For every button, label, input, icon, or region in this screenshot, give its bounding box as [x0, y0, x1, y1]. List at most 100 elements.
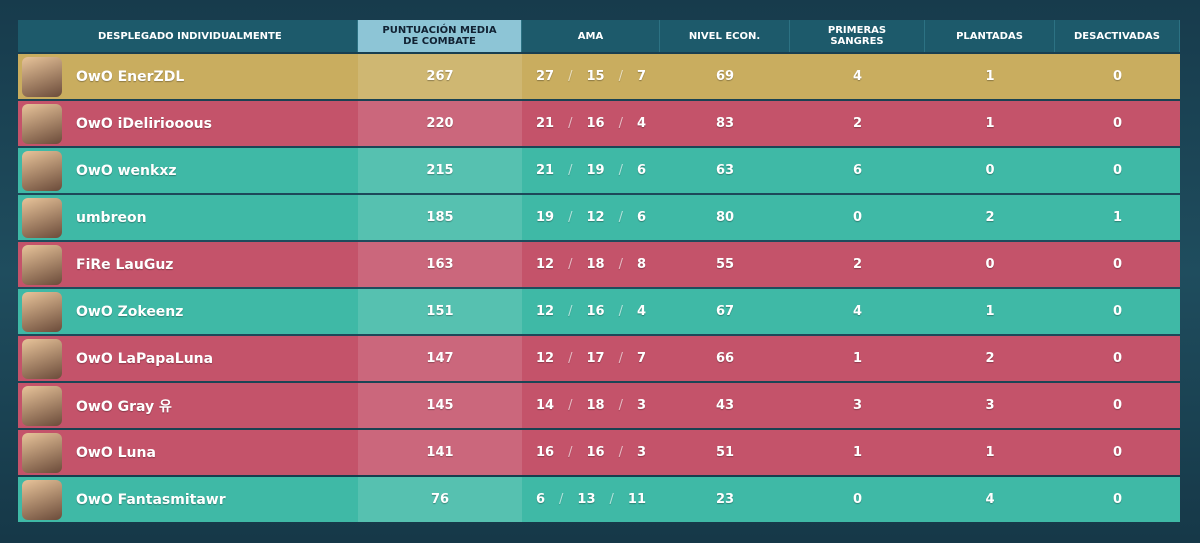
kills: 12 [535, 304, 555, 319]
kills: 21 [535, 163, 555, 178]
first-bloods: 4 [852, 304, 863, 319]
player-name: OwO EnerZDL [76, 68, 185, 85]
separator: / [618, 116, 623, 131]
kills: 27 [535, 69, 555, 84]
player-row: FiRe LauGuz 163 12 / 18 / 8 55 2 0 0 [18, 242, 1180, 287]
plants: 1 [985, 69, 995, 84]
deaths: 15 [586, 69, 605, 84]
player-cell: OwO Gray 유 [18, 383, 358, 428]
kills: 12 [535, 351, 555, 366]
assists: 8 [636, 257, 646, 272]
player-name: FiRe LauGuz [76, 256, 174, 273]
player-name: OwO LaPapaLuna [76, 350, 214, 367]
kills: 12 [535, 257, 555, 272]
separator: / [559, 492, 564, 507]
assists: 11 [627, 492, 646, 507]
kda: 14 / 18 / 3 [522, 383, 660, 428]
acs: 220 [358, 101, 522, 146]
agent-avatar [22, 338, 62, 379]
plants: 3 [985, 398, 995, 413]
acs: 141 [358, 430, 522, 475]
assists: 3 [636, 398, 646, 413]
assists: 4 [636, 116, 646, 131]
assists: 7 [636, 351, 646, 366]
scoreboard: DESPLEGADO INDIVIDUALMENTE PUNTUACIÓN MED… [18, 20, 1180, 522]
player-name: OwO Luna [76, 444, 156, 461]
separator: / [618, 398, 623, 413]
acs: 147 [358, 336, 522, 381]
acs: 145 [358, 383, 522, 428]
player-cell: OwO Fantasmitawr [18, 477, 358, 522]
column-header: PUNTUACIÓN MEDIA DE COMBATE [358, 20, 522, 52]
defuses: 0 [1112, 492, 1123, 507]
econ: 55 [715, 257, 735, 272]
defuses: 0 [1112, 304, 1123, 319]
acs: 185 [358, 195, 522, 240]
plants: 0 [985, 257, 995, 272]
first-bloods: 0 [852, 210, 863, 225]
kda: 6 / 13 / 11 [522, 477, 660, 522]
deaths: 13 [577, 492, 596, 507]
kda: 16 / 16 / 3 [522, 430, 660, 475]
player-row: OwO Zokeenz 151 12 / 16 / 4 67 4 1 0 [18, 289, 1180, 334]
acs: 267 [358, 54, 522, 99]
agent-avatar [22, 479, 62, 520]
column-header: AMA [522, 20, 660, 52]
player-cell: FiRe LauGuz [18, 242, 358, 287]
separator: / [568, 304, 573, 319]
deaths: 17 [586, 351, 605, 366]
defuses: 0 [1112, 398, 1123, 413]
separator: / [568, 445, 573, 460]
player-row: umbreon 185 19 / 12 / 6 80 0 2 1 [18, 195, 1180, 240]
player-row: OwO Gray 유 145 14 / 18 / 3 43 3 3 0 [18, 383, 1180, 428]
defuses: 0 [1112, 445, 1123, 460]
econ: 67 [715, 304, 735, 319]
econ: 83 [715, 116, 735, 131]
column-header: PLANTADAS [925, 20, 1055, 52]
agent-avatar [22, 385, 62, 426]
first-bloods: 1 [852, 445, 863, 460]
plants: 1 [985, 116, 995, 131]
plants: 1 [985, 304, 995, 319]
acs: 151 [358, 289, 522, 334]
separator: / [618, 257, 623, 272]
deaths: 19 [586, 163, 605, 178]
separator: / [568, 210, 573, 225]
player-name: OwO Fantasmitawr [76, 491, 226, 508]
kda: 12 / 17 / 7 [522, 336, 660, 381]
player-name: OwO Zokeenz [76, 303, 184, 320]
defuses: 1 [1112, 210, 1123, 225]
separator: / [568, 351, 573, 366]
first-bloods: 1 [852, 351, 863, 366]
kda: 12 / 16 / 4 [522, 289, 660, 334]
econ: 43 [715, 398, 735, 413]
kda: 21 / 19 / 6 [522, 148, 660, 193]
plants: 1 [985, 445, 995, 460]
player-name: OwO iDeliriooous [76, 115, 212, 132]
kills: 6 [535, 492, 546, 507]
assists: 3 [636, 445, 646, 460]
player-row: OwO wenkxz 215 21 / 19 / 6 63 6 0 0 [18, 148, 1180, 193]
deaths: 12 [586, 210, 605, 225]
kda: 12 / 18 / 8 [522, 242, 660, 287]
player-row: OwO EnerZDL 267 27 / 15 / 7 69 4 1 0 [18, 54, 1180, 99]
assists: 6 [636, 163, 646, 178]
first-bloods: 2 [852, 257, 863, 272]
player-cell: OwO EnerZDL [18, 54, 358, 99]
first-bloods: 2 [852, 116, 863, 131]
defuses: 0 [1112, 257, 1123, 272]
econ: 69 [715, 69, 735, 84]
kills: 14 [535, 398, 555, 413]
column-header: PRIMERAS SANGRES [790, 20, 925, 52]
player-cell: OwO iDeliriooous [18, 101, 358, 146]
header-row: DESPLEGADO INDIVIDUALMENTE PUNTUACIÓN MED… [18, 20, 1180, 52]
defuses: 0 [1112, 116, 1123, 131]
player-name: OwO wenkxz [76, 162, 177, 179]
econ: 80 [715, 210, 735, 225]
separator: / [618, 351, 623, 366]
plants: 2 [985, 351, 995, 366]
player-cell: OwO Zokeenz [18, 289, 358, 334]
player-row: OwO iDeliriooous 220 21/16/4 83 2 1 0 [18, 101, 1180, 146]
separator: / [618, 210, 623, 225]
deaths: 18 [586, 257, 605, 272]
